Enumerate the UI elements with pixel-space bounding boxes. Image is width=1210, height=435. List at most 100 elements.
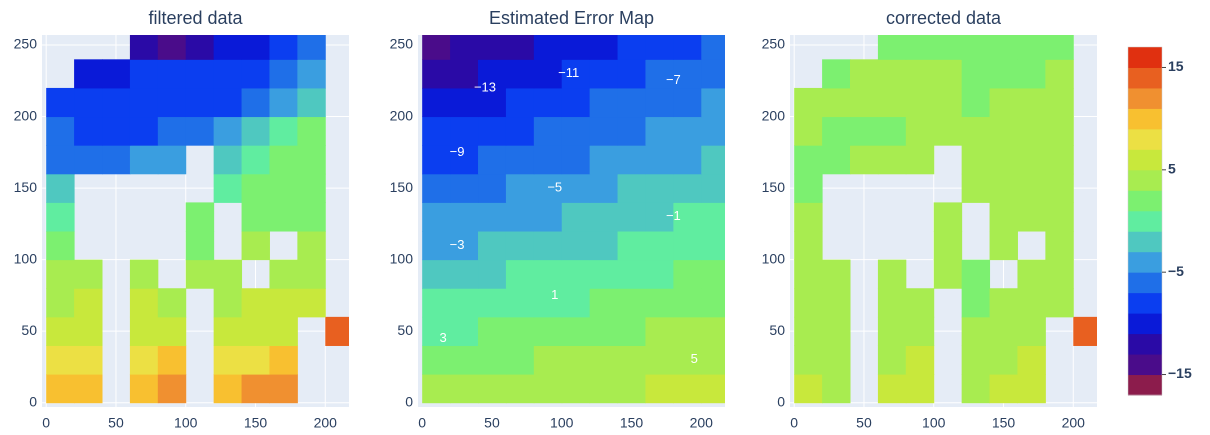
heatmap-cell — [878, 260, 906, 289]
heatmap-cell — [269, 117, 297, 146]
heatmap-cell — [850, 88, 878, 117]
y-tick-label: 150 — [14, 179, 38, 195]
heatmap-cell — [1045, 31, 1073, 60]
heatmap-cell — [878, 145, 906, 174]
heatmap-cell — [990, 374, 1018, 403]
chart-title: filtered data — [148, 8, 243, 28]
heatmap-cell — [906, 345, 934, 374]
contour-cell — [645, 31, 673, 60]
heatmap-cell — [46, 345, 74, 374]
heatmap-cell — [990, 345, 1018, 374]
heatmap-cell — [214, 174, 242, 203]
heatmap-cell — [269, 345, 297, 374]
contour-cell — [422, 345, 450, 374]
contour-cell — [645, 117, 673, 146]
contour-cell — [562, 231, 590, 260]
contour-cell — [590, 202, 618, 231]
heatmap-cell — [46, 317, 74, 346]
heatmap-cell — [850, 145, 878, 174]
contour-cell — [701, 31, 729, 60]
heatmap-cell — [822, 145, 850, 174]
contour-cell — [534, 88, 562, 117]
contour-cell — [673, 117, 701, 146]
contour-label: −1 — [666, 208, 681, 223]
contour-cell — [701, 202, 729, 231]
heatmap-cell — [74, 317, 102, 346]
contour-cell — [701, 117, 729, 146]
heatmap-cell — [297, 88, 325, 117]
heatmap-cell — [878, 345, 906, 374]
heatmap-cell — [1017, 31, 1045, 60]
heatmap-cell — [878, 288, 906, 317]
heatmap-cell — [1045, 59, 1073, 88]
heatmap-cell — [1045, 260, 1073, 289]
x-tick-label: 0 — [42, 415, 50, 431]
heatmap-cell — [906, 374, 934, 403]
contour-cell — [562, 317, 590, 346]
colorbar-band — [1128, 149, 1162, 170]
heatmap-cell — [130, 288, 158, 317]
heatmap-cell — [214, 345, 242, 374]
heatmap-cell — [990, 231, 1018, 260]
y-tick-label: 250 — [14, 36, 38, 52]
contour-cell — [534, 202, 562, 231]
y-tick-label: 200 — [762, 107, 786, 123]
contour-label: 5 — [691, 351, 698, 366]
contour-cell — [478, 117, 506, 146]
heatmap-cell — [962, 88, 990, 117]
heatmap-cell — [242, 231, 270, 260]
x-tick-label: 150 — [620, 415, 644, 431]
heatmap-cell — [990, 59, 1018, 88]
contour-cell — [534, 374, 562, 403]
contour-cell — [618, 59, 646, 88]
heatmap-cell — [269, 145, 297, 174]
colorbar-band — [1128, 108, 1162, 129]
contour-cell — [506, 31, 534, 60]
contour-cell — [645, 345, 673, 374]
x-tick-label: 50 — [108, 415, 124, 431]
heatmap-cell — [130, 59, 158, 88]
contour-cell — [618, 345, 646, 374]
heatmap-cell — [990, 202, 1018, 231]
heatmap-cell — [297, 31, 325, 60]
contour-cell — [534, 317, 562, 346]
contour-cell — [618, 145, 646, 174]
x-tick-label: 0 — [790, 415, 798, 431]
heatmap-cell — [962, 145, 990, 174]
contour-cell — [618, 117, 646, 146]
contour-cell — [422, 31, 450, 60]
heatmap-cell — [962, 317, 990, 346]
heatmap-cell — [934, 31, 962, 60]
contour-cell — [450, 260, 478, 289]
heatmap-cell — [130, 374, 158, 403]
contour-cell — [450, 31, 478, 60]
heatmap-cell — [906, 59, 934, 88]
heatmap-cell — [130, 317, 158, 346]
heatmap-cell — [990, 174, 1018, 203]
contour-label: 1 — [551, 287, 558, 302]
contour-cell — [701, 174, 729, 203]
contour-label: −5 — [547, 180, 562, 195]
heatmap-cell — [1017, 88, 1045, 117]
colorbar-band — [1128, 129, 1162, 150]
heatmap-cell — [878, 117, 906, 146]
y-tick-label: 100 — [14, 250, 38, 266]
heatmap-cell — [158, 345, 186, 374]
contour-cell — [562, 174, 590, 203]
contour-cell — [562, 345, 590, 374]
contour-cell — [590, 59, 618, 88]
heatmap-cell — [794, 145, 822, 174]
heatmap-cell — [158, 31, 186, 60]
heatmap-cell — [822, 374, 850, 403]
contour-cell — [478, 31, 506, 60]
heatmap-cell — [962, 31, 990, 60]
x-tick-label: 50 — [856, 415, 872, 431]
contour-cell — [506, 117, 534, 146]
heatmap-cell — [158, 145, 186, 174]
contour-cell — [673, 145, 701, 174]
heatmap-cell — [1017, 317, 1045, 346]
heatmap-cell — [906, 31, 934, 60]
contour-cell — [478, 288, 506, 317]
contour-cell — [450, 174, 478, 203]
contour-cell — [701, 260, 729, 289]
